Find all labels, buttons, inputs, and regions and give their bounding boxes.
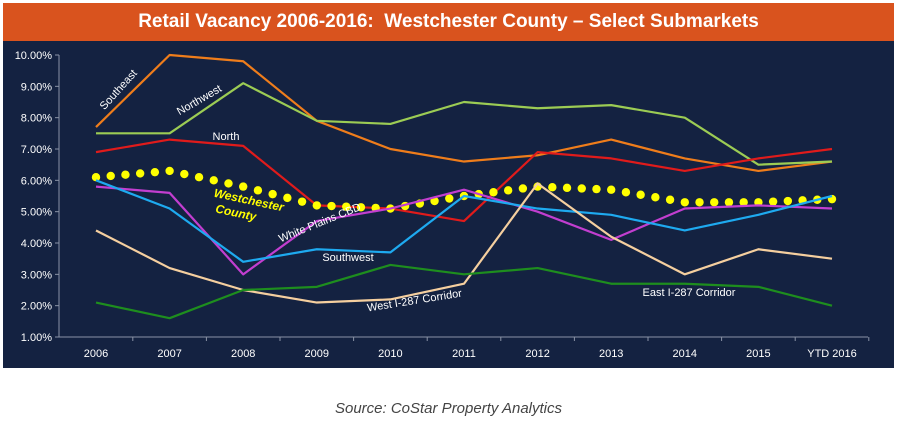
westchester-county-dot xyxy=(710,198,719,207)
west-i-287-corridor-line xyxy=(95,182,833,304)
x-tick-label: 2007 xyxy=(157,348,181,360)
westchester-county-dot xyxy=(503,186,513,195)
chart-title-bar: Retail Vacancy 2006-2016: Westchester Co… xyxy=(3,3,894,41)
westchester-county-dot xyxy=(194,173,204,182)
x-tick-label: 2015 xyxy=(746,348,770,360)
westchester-county-dot xyxy=(209,176,218,185)
x-tick-label: 2014 xyxy=(673,348,697,360)
x-tick-label: 2010 xyxy=(378,348,402,360)
westchester-county-dot xyxy=(165,166,174,176)
westchester-county-dot xyxy=(651,193,660,202)
y-tick-label: 5.00% xyxy=(21,207,52,219)
westchester-county-dot xyxy=(356,203,366,212)
westchester-county-dot xyxy=(724,198,734,207)
north-label: North xyxy=(213,131,240,143)
westchester-county-dot xyxy=(695,198,704,207)
y-tick-label: 4.00% xyxy=(21,238,52,250)
x-tick-label: 2009 xyxy=(305,348,329,360)
y-tick-label: 1.00% xyxy=(21,332,52,344)
westchester-county-dot xyxy=(268,189,277,199)
chart-title: Retail Vacancy 2006-2016: Westchester Co… xyxy=(138,11,759,32)
y-tick-label: 7.00% xyxy=(21,144,52,156)
westchester-county-dot xyxy=(297,197,307,206)
westchester-county-dot xyxy=(607,185,616,194)
x-tick-label: 2013 xyxy=(599,348,623,360)
westchester-county-dot xyxy=(106,171,115,181)
y-tick-label: 2.00% xyxy=(21,301,52,313)
westchester-county-dot xyxy=(680,198,689,207)
westchester-county-dot xyxy=(518,184,528,193)
westchester-county-dot xyxy=(283,193,292,203)
westchester-county-dot xyxy=(592,184,601,194)
y-tick-label: 3.00% xyxy=(21,269,52,281)
y-tick-label: 10.00% xyxy=(15,50,53,62)
westchester-county-dot xyxy=(342,202,351,211)
westchester-county-dot xyxy=(636,190,645,199)
source-note: Source: CoStar Property Analytics xyxy=(334,400,563,417)
westchester-county-dot xyxy=(577,184,586,193)
westchester-county-dot xyxy=(239,182,248,191)
southwest-label: Southwest xyxy=(322,252,373,264)
westchester-county-dot xyxy=(739,198,748,207)
y-tick-label: 8.00% xyxy=(21,113,52,125)
white-plains-cbd-line xyxy=(95,185,833,276)
westchester-county-dot xyxy=(253,186,263,195)
y-tick-label: 9.00% xyxy=(21,81,52,93)
east-i-287-corridor-label: East I-287 Corridor xyxy=(643,287,736,299)
northwest-line xyxy=(96,82,833,166)
westchester-county-dot xyxy=(224,179,233,188)
westchester-county-dot xyxy=(135,169,145,178)
x-tick-label: 2008 xyxy=(231,348,255,360)
westchester-county-dot xyxy=(754,198,763,207)
westchester-county-dot xyxy=(489,188,498,197)
x-tick-label: 2012 xyxy=(525,348,549,360)
north-line xyxy=(95,138,833,223)
westchester-county-dot xyxy=(768,197,778,206)
westchester-county-dot xyxy=(150,167,160,177)
southwest-line xyxy=(95,179,833,263)
westchester-county-dot xyxy=(91,173,101,182)
southeast-line xyxy=(95,53,833,173)
westchester-county-dot xyxy=(621,188,631,197)
east-i-287-corridor-line xyxy=(95,263,833,320)
x-tick-label: YTD 2016 xyxy=(807,348,857,360)
y-tick-label: 6.00% xyxy=(21,175,52,187)
westchester-county-dot xyxy=(548,183,557,192)
vacancy-line-chart: 1.00% 2.00% 3.00% 4.00% 5.00% 6.00% 7.00% 8.00%… xyxy=(15,50,870,360)
x-tick-label: 2006 xyxy=(84,348,108,360)
westchester-county-dot xyxy=(783,196,793,206)
westchester-county-dot xyxy=(312,201,321,210)
westchester-county-dot xyxy=(445,194,454,203)
westchester-county-dot xyxy=(180,169,189,179)
westchester-county-dot xyxy=(327,201,336,211)
westchester-county-dot xyxy=(665,195,675,204)
westchester-county-dot xyxy=(121,170,130,179)
westchester-county-dot xyxy=(562,183,572,193)
x-tick-label: 2011 xyxy=(452,348,476,360)
west-i-287-corridor-label: West I-287 Corridor xyxy=(366,288,463,315)
